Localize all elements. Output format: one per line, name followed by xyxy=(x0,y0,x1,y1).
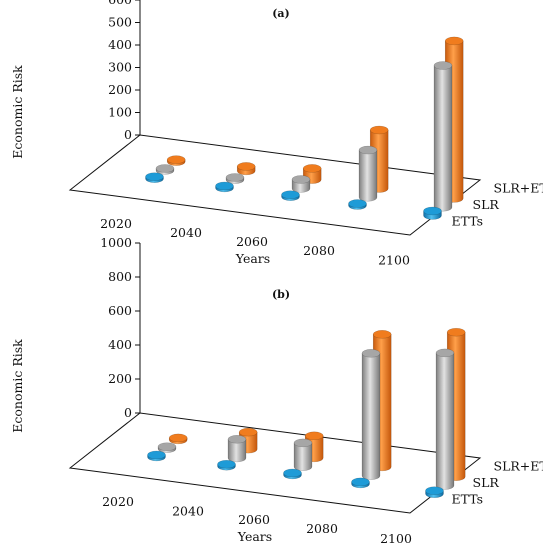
chart-b-axes xyxy=(68,243,482,514)
chart-b-bars xyxy=(147,327,466,498)
bar-slr-2060 xyxy=(293,438,313,471)
bar-slr-2060 xyxy=(291,175,311,193)
x-tick-label: 2080 xyxy=(306,521,338,536)
y-tick-label: 0 xyxy=(124,405,132,420)
chart-a-ylabel: Economic Risk xyxy=(10,65,25,159)
bar-etts-2080 xyxy=(351,477,370,489)
bar-etts-2040 xyxy=(217,459,236,471)
bar-etts-2040 xyxy=(215,181,234,193)
y-tick-label: 800 xyxy=(108,269,132,284)
x-tick-label: 2100 xyxy=(378,253,410,268)
bar-etts-2100 xyxy=(423,206,442,220)
x-tick-label: 2040 xyxy=(172,503,204,518)
x-tick-label: 2020 xyxy=(100,216,132,231)
y-tick-label: 200 xyxy=(108,82,132,97)
y-tick-label: 100 xyxy=(108,105,132,120)
y-tick-label: 0 xyxy=(124,127,132,142)
bar-slr-2080 xyxy=(361,349,381,480)
chart-a-xlabel: Years xyxy=(235,251,270,266)
x-tick-label: 2100 xyxy=(380,531,412,546)
series-label-etts: ETTs xyxy=(452,491,484,506)
x-tick-label: 2080 xyxy=(303,243,335,258)
chart-a-y-ticks: 0100200300400500600700800 xyxy=(108,0,140,142)
chart-b-ylabel: Economic Risk xyxy=(10,339,25,433)
bar-etts-2080 xyxy=(348,199,367,210)
series-label-slr: SLR xyxy=(473,475,500,490)
x-tick-label: 2060 xyxy=(236,234,268,249)
bar-slr-2040 xyxy=(227,435,247,463)
x-tick-label: 2040 xyxy=(170,225,202,240)
chart-a: (a) 0100200300400500600700800 2020204020… xyxy=(10,0,543,268)
chart-a-bars xyxy=(145,36,464,220)
series-label-slr: SLR xyxy=(473,197,500,212)
chart-b: (b) 0 200 400 600 800 1000 2020 2040 2060 2080 21… xyxy=(10,235,543,546)
bar-etts-2060 xyxy=(281,190,300,201)
bar-slr-2040 xyxy=(225,173,245,184)
chart-a-x-ticks: 2020 2040 2060 2080 2100 xyxy=(100,216,410,268)
chart-b-xlabel: Years xyxy=(237,529,272,544)
series-label-etts: ETTs xyxy=(452,213,484,228)
bar-slr-etts-2020 xyxy=(166,155,186,166)
bar-slr-2020 xyxy=(155,164,175,175)
bar-slr-etts-2020 xyxy=(168,433,188,445)
chart-b-x-ticks: 2020 2040 2060 2080 2100 xyxy=(102,494,412,546)
y-tick-label: 400 xyxy=(108,37,132,52)
y-tick-label: 600 xyxy=(108,303,132,318)
chart-b-title: (b) xyxy=(272,288,290,301)
series-label-slr-etts: SLR+ETTs xyxy=(494,458,543,473)
y-tick-label: 1000 xyxy=(100,235,132,250)
bar-slr-2080 xyxy=(358,145,378,202)
bar-slr-2100 xyxy=(433,61,453,212)
chart-a-title: (a) xyxy=(272,7,290,20)
bar-slr-2020 xyxy=(157,442,177,453)
y-tick-label: 600 xyxy=(108,0,132,7)
series-label-slr-etts: SLR+ETTs xyxy=(494,180,543,195)
y-tick-label: 300 xyxy=(108,60,132,75)
bar-etts-2020 xyxy=(147,450,166,462)
floor-plane xyxy=(68,134,482,236)
chart-b-y-ticks: 0 200 400 600 800 1000 xyxy=(100,235,140,420)
x-tick-label: 2020 xyxy=(102,494,134,509)
bar-slr-2100 xyxy=(435,348,455,490)
y-tick-label: 500 xyxy=(108,15,132,30)
bar-slr-etts-2040 xyxy=(236,162,256,176)
y-tick-label: 200 xyxy=(108,371,132,386)
bar-etts-2020 xyxy=(145,172,164,183)
bar-etts-2060 xyxy=(283,468,302,480)
bar-slr-etts-2060 xyxy=(302,164,322,184)
floor-plane xyxy=(68,412,482,514)
x-tick-label: 2060 xyxy=(238,512,270,527)
bar-etts-2100 xyxy=(425,486,444,498)
y-tick-label: 400 xyxy=(108,337,132,352)
